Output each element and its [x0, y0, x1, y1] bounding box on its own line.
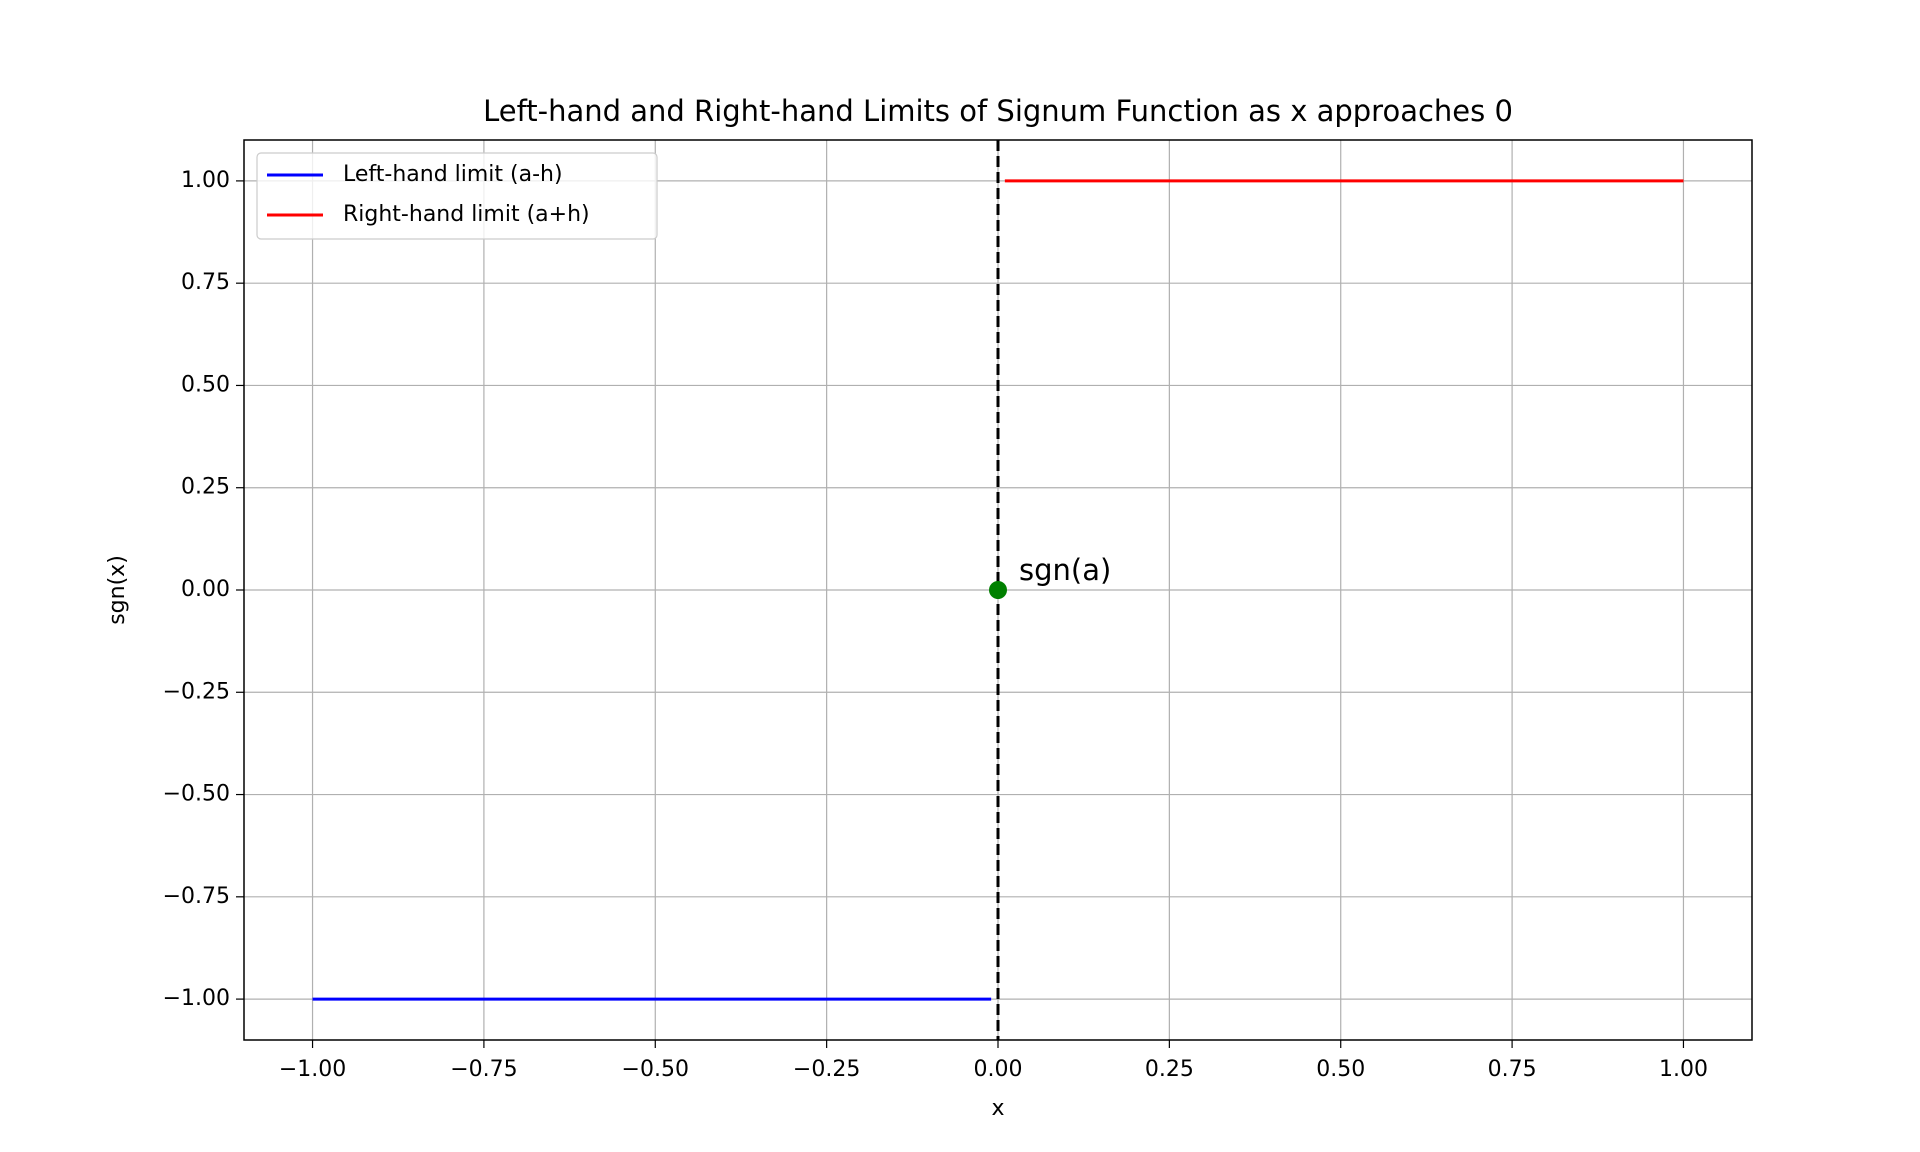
x-tick-label: −0.75 — [450, 1057, 517, 1082]
x-tick-label: 0.00 — [974, 1057, 1023, 1082]
x-tick-label: 1.00 — [1659, 1057, 1708, 1082]
x-axis-label: x — [991, 1096, 1004, 1121]
y-tick-label: −1.00 — [163, 986, 230, 1011]
y-axis-label: sgn(x) — [105, 555, 130, 625]
x-tick-label: 0.75 — [1488, 1057, 1537, 1082]
x-tick-label: 0.50 — [1316, 1057, 1365, 1082]
y-tick-label: 0.75 — [181, 270, 230, 295]
x-tick-label: −0.25 — [793, 1057, 860, 1082]
legend-box — [256, 152, 658, 240]
point — [989, 581, 1007, 599]
x-tick-label: −1.00 — [279, 1057, 346, 1082]
chart-title: Left-hand and Right-hand Limits of Signu… — [483, 94, 1513, 128]
y-tick-label: −0.75 — [163, 884, 230, 909]
y-tick-label: 1.00 — [181, 168, 230, 193]
point-label: sgn(a) — [1019, 553, 1111, 587]
plot-frame — [243, 139, 1753, 1041]
legend-label: Right-hand limit (a+h) — [343, 202, 590, 227]
x-tick-label: −0.50 — [622, 1057, 689, 1082]
legend-label: Left-hand limit (a-h) — [343, 162, 563, 187]
y-tick-label: −0.25 — [163, 679, 230, 704]
y-tick-label: 0.50 — [181, 372, 230, 397]
x-tick-label: 0.25 — [1145, 1057, 1194, 1082]
y-tick-label: −0.50 — [163, 782, 230, 807]
y-tick-label: 0.00 — [181, 577, 230, 602]
y-tick-label: 0.25 — [181, 475, 230, 500]
